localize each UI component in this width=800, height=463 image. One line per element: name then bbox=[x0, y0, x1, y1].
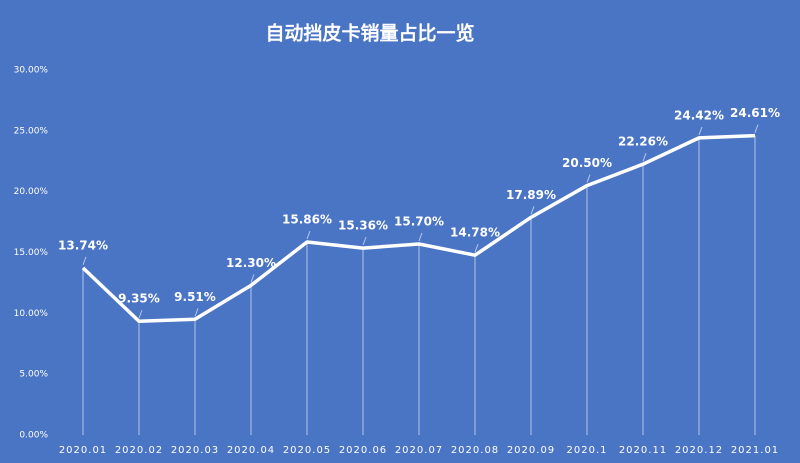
y-tick-label: 15.00% bbox=[14, 248, 49, 258]
label-leader bbox=[138, 310, 143, 319]
x-tick-label: 2020.1 bbox=[567, 445, 608, 456]
label-leader bbox=[250, 274, 255, 283]
y-tick-label: 0.00% bbox=[19, 431, 48, 441]
y-tick-label: 5.00% bbox=[19, 370, 48, 380]
label-leader bbox=[474, 244, 479, 253]
data-label: 15.36% bbox=[338, 219, 388, 233]
label-leader bbox=[754, 124, 759, 133]
x-tick-label: 2020.01 bbox=[59, 445, 107, 456]
y-tick-label: 10.00% bbox=[14, 309, 49, 319]
data-label: 17.89% bbox=[506, 188, 556, 202]
label-leader bbox=[698, 126, 703, 136]
data-label: 22.26% bbox=[618, 135, 668, 149]
data-label: 9.35% bbox=[118, 292, 160, 306]
data-label: 24.42% bbox=[674, 108, 724, 122]
data-label: 14.78% bbox=[450, 226, 500, 240]
y-tick-label: 25.00% bbox=[14, 126, 49, 136]
data-label: 15.70% bbox=[394, 214, 444, 228]
x-tick-label: 2020.12 bbox=[675, 445, 723, 456]
label-leader bbox=[306, 230, 311, 240]
y-tick-label: 20.00% bbox=[14, 187, 49, 197]
x-tick-label: 2020.09 bbox=[507, 445, 555, 456]
x-tick-label: 2020.06 bbox=[339, 445, 387, 456]
data-label: 13.74% bbox=[58, 238, 108, 252]
label-leader bbox=[642, 152, 647, 162]
data-label: 12.30% bbox=[226, 256, 276, 270]
label-leader bbox=[194, 308, 199, 317]
x-tick-label: 2020.07 bbox=[395, 445, 443, 456]
label-leader bbox=[362, 236, 367, 246]
data-label: 24.61% bbox=[730, 106, 780, 120]
label-leader bbox=[586, 174, 591, 183]
label-leader bbox=[82, 256, 87, 266]
x-tick-label: 2020.02 bbox=[115, 445, 163, 456]
x-tick-label: 2020.08 bbox=[451, 445, 499, 456]
label-leader bbox=[418, 232, 423, 242]
x-tick-label: 2020.03 bbox=[171, 445, 219, 456]
data-label: 9.51% bbox=[174, 290, 216, 304]
x-tick-label: 2020.04 bbox=[227, 445, 275, 456]
y-tick-label: 30.00% bbox=[14, 66, 49, 76]
label-leader bbox=[530, 206, 535, 215]
data-label: 20.50% bbox=[562, 156, 612, 170]
line bbox=[81, 133, 756, 323]
x-tick-label: 2020.11 bbox=[619, 445, 667, 456]
chart-title: 自动挡皮卡销量占比一览 bbox=[265, 22, 474, 45]
x-tick-label: 2021.01 bbox=[731, 445, 779, 456]
data-label: 15.86% bbox=[282, 213, 332, 227]
x-tick-label: 2020.05 bbox=[283, 445, 331, 456]
